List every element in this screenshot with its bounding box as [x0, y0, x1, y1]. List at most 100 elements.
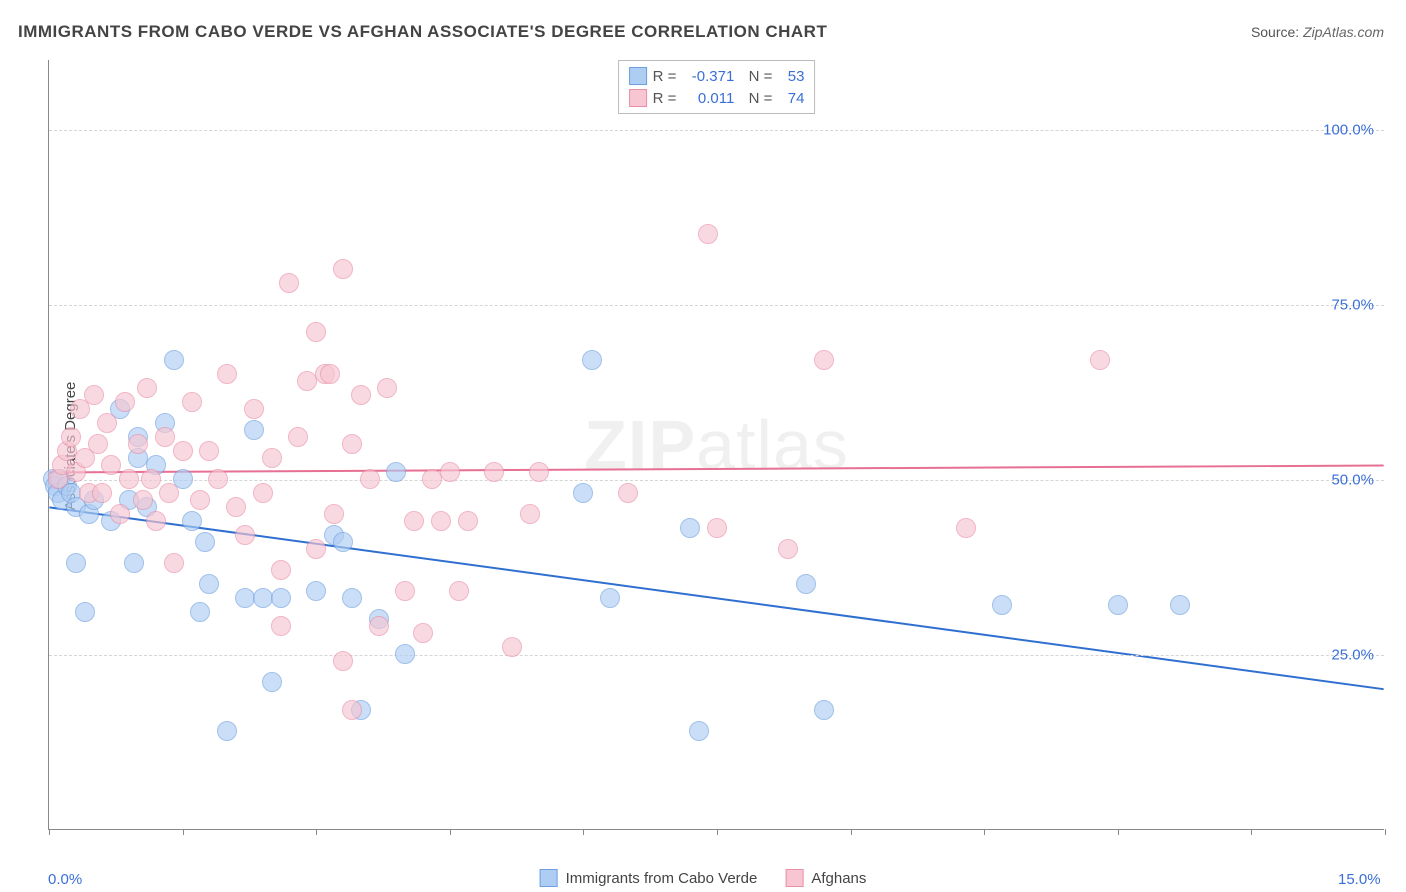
scatter-point — [573, 483, 593, 503]
scatter-point — [164, 553, 184, 573]
scatter-point — [386, 462, 406, 482]
scatter-point — [520, 504, 540, 524]
scatter-point — [119, 469, 139, 489]
watermark: ZIPatlas — [584, 405, 849, 485]
scatter-point — [582, 350, 602, 370]
gridline — [49, 480, 1384, 481]
x-tick — [1118, 829, 1119, 835]
scatter-point — [369, 616, 389, 636]
x-tick — [717, 829, 718, 835]
chart-title: IMMIGRANTS FROM CABO VERDE VS AFGHAN ASS… — [18, 22, 827, 42]
scatter-point — [190, 490, 210, 510]
scatter-point — [115, 392, 135, 412]
scatter-point — [1108, 595, 1128, 615]
scatter-point — [458, 511, 478, 531]
x-tick — [450, 829, 451, 835]
trend-line — [49, 465, 1383, 472]
scatter-point — [226, 497, 246, 517]
scatter-point — [796, 574, 816, 594]
scatter-point — [680, 518, 700, 538]
x-axis-max-label: 15.0% — [1338, 871, 1381, 888]
scatter-point — [217, 721, 237, 741]
x-tick — [1251, 829, 1252, 835]
scatter-point — [199, 574, 219, 594]
scatter-point — [484, 462, 504, 482]
scatter-point — [155, 427, 175, 447]
scatter-point — [306, 539, 326, 559]
scatter-point — [190, 602, 210, 622]
scatter-point — [529, 462, 549, 482]
legend-n-value-1: 74 — [778, 90, 804, 107]
x-tick — [316, 829, 317, 835]
scatter-point — [262, 672, 282, 692]
scatter-point — [449, 581, 469, 601]
legend-swatch-0 — [629, 67, 647, 85]
scatter-point — [814, 700, 834, 720]
x-tick — [49, 829, 50, 835]
legend-row-0: R = -0.371 N = 53 — [629, 65, 805, 87]
scatter-point — [342, 588, 362, 608]
scatter-point — [618, 483, 638, 503]
y-tick-label: 50.0% — [1331, 472, 1374, 489]
scatter-point — [377, 378, 397, 398]
scatter-point — [707, 518, 727, 538]
scatter-point — [235, 525, 255, 545]
scatter-point — [778, 539, 798, 559]
scatter-point — [173, 441, 193, 461]
scatter-point — [395, 644, 415, 664]
legend-n-label: N = — [740, 90, 772, 107]
scatter-point — [288, 427, 308, 447]
scatter-point — [502, 637, 522, 657]
scatter-point — [279, 273, 299, 293]
scatter-point — [992, 595, 1012, 615]
scatter-point — [271, 616, 291, 636]
scatter-point — [271, 588, 291, 608]
scatter-point — [164, 350, 184, 370]
y-tick-label: 25.0% — [1331, 647, 1374, 664]
scatter-point — [92, 483, 112, 503]
plot-area: ZIPatlas R = -0.371 N = 53 R = 0.011 N =… — [48, 60, 1384, 830]
legend-r-value-0: -0.371 — [682, 68, 734, 85]
x-tick — [1385, 829, 1386, 835]
legend-r-value-1: 0.011 — [682, 90, 734, 107]
legend-item: Afghans — [785, 869, 866, 887]
scatter-point — [404, 511, 424, 531]
scatter-point — [440, 462, 460, 482]
scatter-point — [208, 469, 228, 489]
scatter-point — [333, 259, 353, 279]
scatter-point — [324, 504, 344, 524]
scatter-point — [244, 399, 264, 419]
scatter-point — [333, 651, 353, 671]
scatter-point — [141, 469, 161, 489]
x-tick — [183, 829, 184, 835]
scatter-point — [110, 504, 130, 524]
scatter-point — [217, 364, 237, 384]
scatter-point — [956, 518, 976, 538]
legend-row-1: R = 0.011 N = 74 — [629, 87, 805, 109]
scatter-point — [101, 455, 121, 475]
gridline — [49, 305, 1384, 306]
x-tick — [851, 829, 852, 835]
scatter-point — [84, 385, 104, 405]
scatter-point — [360, 469, 380, 489]
legend-r-label: R = — [653, 68, 677, 85]
scatter-point — [124, 553, 144, 573]
legend-n-label: N = — [740, 68, 772, 85]
scatter-point — [395, 581, 415, 601]
scatter-point — [814, 350, 834, 370]
legend-swatch — [785, 869, 803, 887]
legend-label: Immigrants from Cabo Verde — [566, 870, 758, 887]
scatter-point — [262, 448, 282, 468]
source-attribution: Source: ZipAtlas.com — [1251, 24, 1384, 40]
scatter-point — [306, 322, 326, 342]
scatter-point — [342, 700, 362, 720]
scatter-point — [137, 378, 157, 398]
legend-swatch-1 — [629, 89, 647, 107]
y-tick-label: 75.0% — [1331, 297, 1374, 314]
scatter-point — [182, 392, 202, 412]
scatter-point — [431, 511, 451, 531]
x-axis-min-label: 0.0% — [48, 871, 82, 888]
gridline — [49, 655, 1384, 656]
scatter-point — [320, 364, 340, 384]
scatter-point — [97, 413, 117, 433]
